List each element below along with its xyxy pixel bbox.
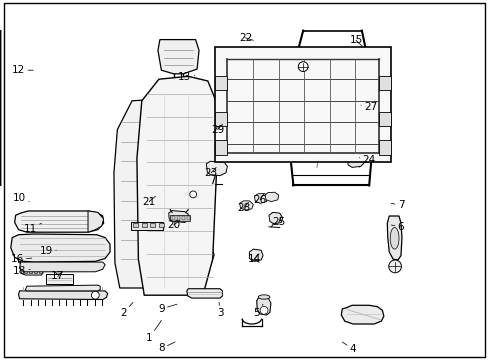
Polygon shape (168, 211, 188, 222)
Text: 28: 28 (236, 202, 250, 213)
Polygon shape (256, 297, 270, 315)
Circle shape (298, 62, 307, 72)
Polygon shape (346, 155, 364, 167)
Text: 6: 6 (390, 222, 404, 232)
Polygon shape (239, 201, 253, 210)
Text: 24: 24 (359, 155, 375, 165)
Text: 2: 2 (120, 302, 133, 318)
Circle shape (260, 306, 267, 314)
Circle shape (91, 291, 99, 299)
Text: 15: 15 (348, 35, 362, 47)
Circle shape (325, 54, 334, 64)
Polygon shape (386, 216, 401, 260)
Bar (182, 216, 184, 220)
Polygon shape (264, 192, 278, 202)
Polygon shape (158, 40, 199, 74)
Text: 14: 14 (247, 254, 261, 264)
Polygon shape (186, 289, 222, 298)
Bar (34, 268, 37, 273)
Text: 9: 9 (158, 304, 177, 314)
Text: 7: 7 (390, 200, 404, 210)
Polygon shape (55, 267, 62, 274)
Text: 12: 12 (12, 65, 33, 75)
Polygon shape (254, 194, 267, 203)
Text: 27: 27 (360, 102, 377, 112)
Ellipse shape (389, 228, 398, 249)
Polygon shape (196, 103, 214, 272)
Circle shape (179, 89, 187, 97)
Bar (39, 268, 42, 273)
Polygon shape (20, 262, 105, 272)
Text: 16: 16 (10, 254, 32, 264)
Polygon shape (19, 291, 107, 300)
Bar (24, 268, 27, 273)
Bar (29, 268, 32, 273)
Text: 18: 18 (13, 266, 30, 276)
Bar (177, 216, 180, 220)
Polygon shape (88, 211, 103, 232)
Bar (33, 256, 41, 262)
Polygon shape (114, 99, 177, 288)
Ellipse shape (48, 244, 67, 250)
Bar (186, 216, 189, 220)
Circle shape (298, 105, 307, 115)
Bar (378, 140, 390, 155)
Bar (170, 215, 189, 221)
Bar (215, 112, 227, 126)
Polygon shape (44, 240, 83, 253)
Bar (172, 216, 175, 220)
Polygon shape (347, 101, 365, 113)
Text: 20: 20 (167, 220, 180, 230)
Text: 3: 3 (216, 302, 223, 318)
Text: 23: 23 (204, 167, 218, 178)
Text: 5: 5 (253, 304, 263, 318)
Bar (150, 223, 155, 227)
Text: 22: 22 (238, 33, 253, 43)
Polygon shape (18, 252, 82, 266)
Text: 26: 26 (253, 194, 266, 205)
Polygon shape (341, 305, 383, 324)
Polygon shape (25, 285, 100, 291)
Text: 10: 10 (13, 193, 29, 203)
Bar (378, 112, 390, 126)
Polygon shape (249, 249, 263, 261)
Bar (46, 274, 73, 284)
Text: 19: 19 (40, 246, 56, 256)
Bar (215, 76, 227, 90)
Bar (215, 47, 390, 162)
Bar (159, 223, 163, 227)
Text: 4: 4 (342, 342, 356, 354)
Circle shape (189, 191, 196, 198)
Bar (378, 76, 390, 90)
Circle shape (145, 198, 153, 206)
Ellipse shape (258, 295, 269, 299)
Polygon shape (11, 234, 110, 262)
Text: 1: 1 (145, 320, 161, 343)
Polygon shape (268, 212, 282, 224)
Text: 21: 21 (142, 196, 156, 207)
Polygon shape (15, 211, 103, 232)
Text: 8: 8 (158, 342, 175, 354)
Text: 17: 17 (51, 271, 64, 282)
Bar (142, 223, 146, 227)
Polygon shape (20, 267, 43, 275)
Bar (215, 140, 227, 155)
Text: 11: 11 (23, 223, 41, 234)
Bar (22, 256, 29, 262)
Text: 25: 25 (271, 217, 285, 228)
Text: 13: 13 (178, 72, 194, 82)
Circle shape (354, 105, 364, 115)
Bar (133, 223, 138, 227)
Polygon shape (137, 76, 216, 295)
Polygon shape (206, 161, 227, 176)
Bar (131, 222, 163, 230)
Circle shape (388, 260, 401, 273)
Text: 29: 29 (210, 124, 224, 135)
